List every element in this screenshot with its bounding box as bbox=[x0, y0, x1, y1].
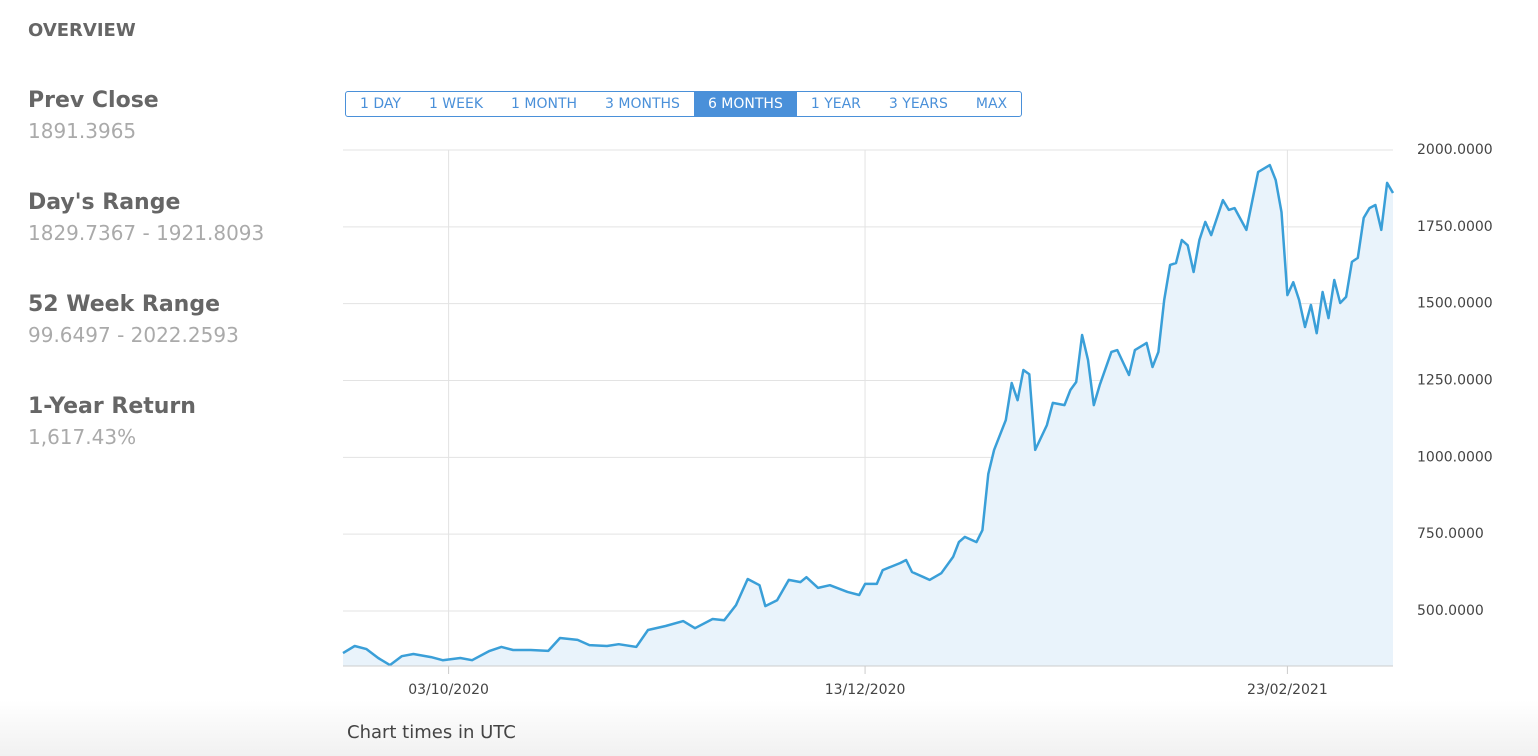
footnote: Chart times in UTC bbox=[347, 722, 516, 743]
stat-value: 99.6497 - 2022.2593 bbox=[28, 323, 239, 347]
area bbox=[343, 165, 1393, 666]
y-tick-label: 1500.0000 bbox=[1417, 296, 1493, 312]
stat: Day's Range 1829.7367 - 1921.8093 bbox=[28, 190, 264, 245]
stat-value: 1891.3965 bbox=[28, 119, 137, 143]
range-button[interactable]: 1 DAY bbox=[360, 96, 401, 112]
range-button[interactable]: 3 MONTHS bbox=[605, 96, 680, 112]
y-tick-label: 1250.0000 bbox=[1417, 372, 1493, 388]
stat-label: Prev Close bbox=[28, 88, 159, 113]
stat: 52 Week Range 99.6497 - 2022.2593 bbox=[28, 292, 239, 347]
line bbox=[342, 163, 1395, 667]
x-tick-label: 13/12/2020 bbox=[825, 682, 906, 698]
range-button[interactable]: 1 WEEK bbox=[428, 96, 484, 112]
stat-label: 52 Week Range bbox=[28, 292, 221, 317]
range-button[interactable]: 1 MONTH bbox=[511, 96, 578, 112]
stat-label: Day's Range bbox=[28, 190, 181, 215]
range-selector: 1 DAY 1 WEEK 1 MONTH 3 MONTHS 6 MONTHS 1 YEAR… bbox=[345, 91, 1023, 117]
y-tick-label: 500.0000 bbox=[1417, 603, 1484, 619]
stat: 1-Year Return 1,617.43% bbox=[28, 394, 196, 449]
y-tick-label: 750.0000 bbox=[1417, 526, 1484, 542]
x-tick-label: 23/02/2021 bbox=[1247, 682, 1328, 698]
x-tick-label: 03/10/2020 bbox=[408, 682, 489, 698]
stat-value: 1,617.43% bbox=[28, 425, 137, 449]
section-title: OVERVIEW bbox=[28, 20, 136, 41]
range-button[interactable]: 1 YEAR bbox=[810, 96, 861, 112]
y-tick-label: 1000.0000 bbox=[1417, 449, 1493, 465]
y-tick-label: 1750.0000 bbox=[1417, 219, 1493, 235]
range-button[interactable]: 6 MONTHS bbox=[693, 92, 797, 116]
y-tick-label: 2000.0000 bbox=[1417, 142, 1493, 158]
stat: Prev Close 1891.3965 bbox=[28, 88, 159, 143]
stat-value: 1829.7367 - 1921.8093 bbox=[28, 221, 265, 245]
range-button[interactable]: MAX bbox=[975, 96, 1008, 112]
stat-label: 1-Year Return bbox=[28, 394, 196, 419]
range-button[interactable]: 3 YEARS bbox=[888, 96, 948, 112]
